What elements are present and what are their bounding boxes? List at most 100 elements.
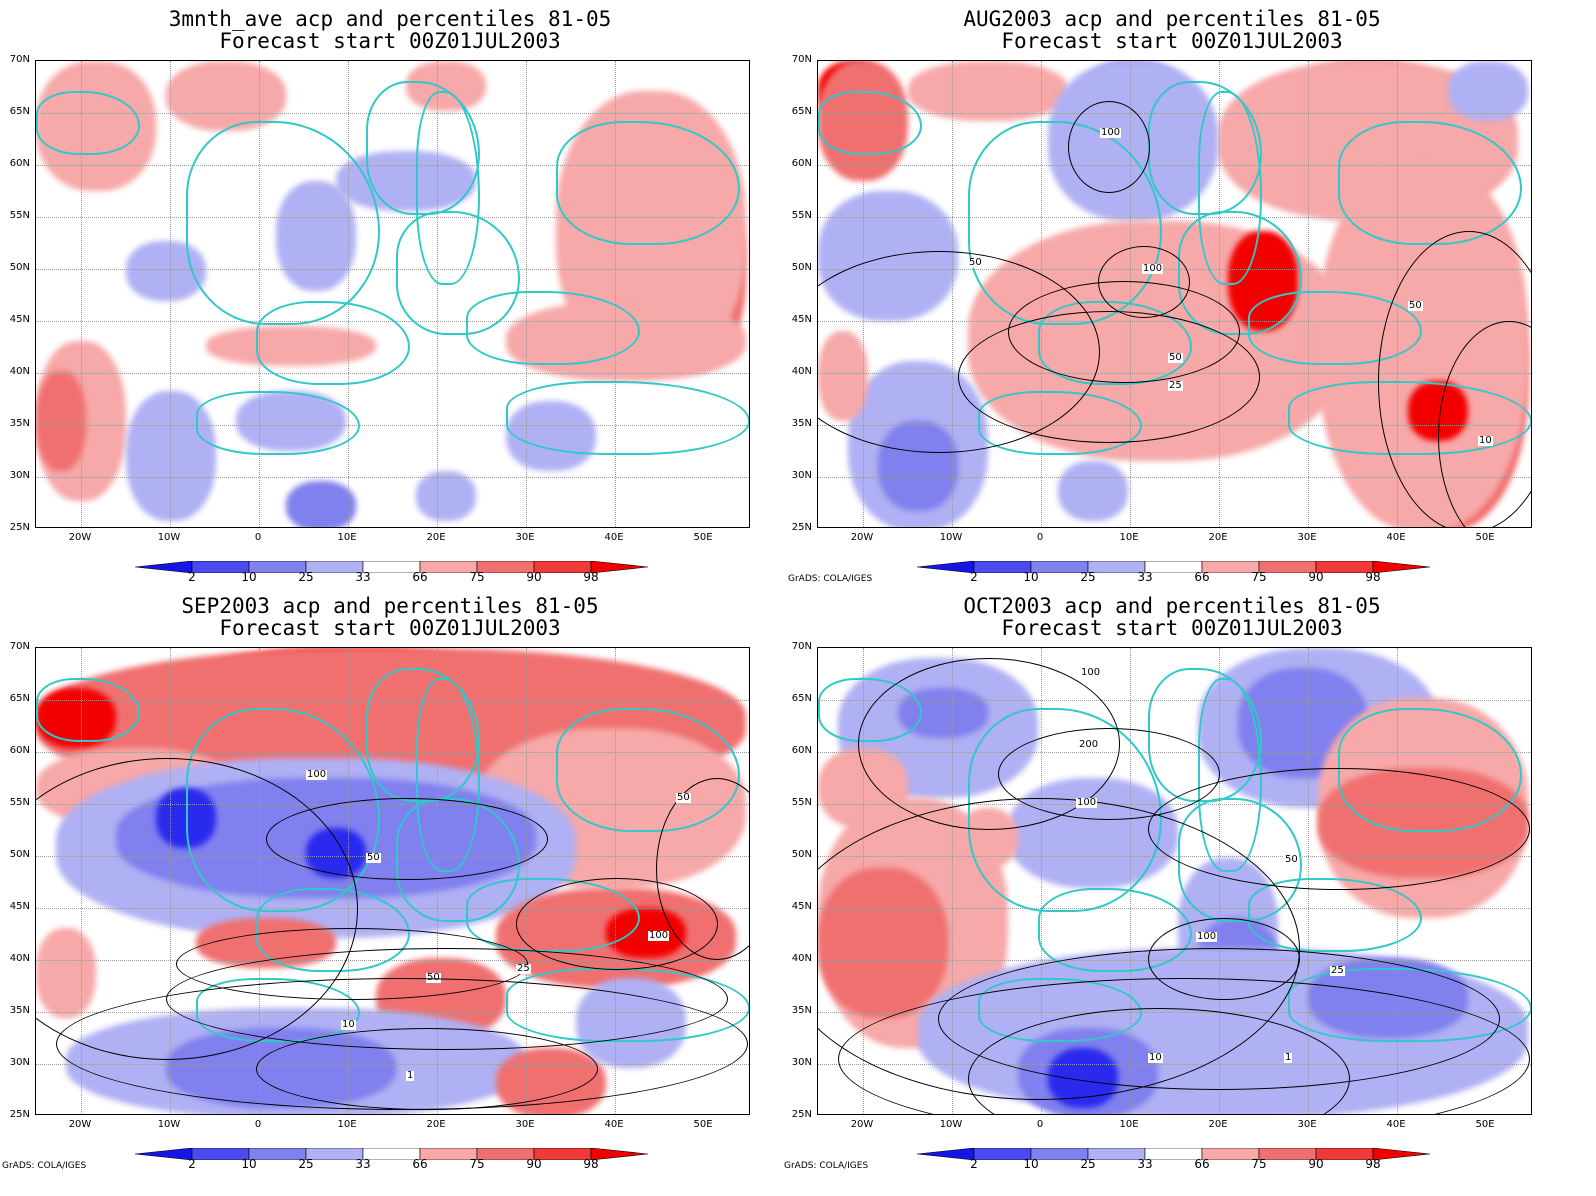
panel-title-line2: Forecast start 00Z01JUL2003: [1001, 616, 1343, 640]
colorbar-swatch: [590, 560, 649, 574]
colorbar: 2 10 25 33 66 75 90 98: [916, 1145, 1433, 1171]
isoline-label: 25: [1330, 965, 1345, 976]
coastline: [256, 301, 410, 385]
lat-label: 40N: [9, 366, 30, 377]
lat-label: 50N: [791, 849, 812, 860]
lon-label: 20W: [850, 532, 874, 543]
colorbar: 2 10 25 33 66 75 90 98: [916, 558, 1433, 584]
isoline-label: 1: [406, 1070, 415, 1081]
colorbar-label: 75: [469, 1157, 485, 1171]
colorbar-label: 33: [355, 1157, 371, 1171]
panel-title: SEP2003 acp and percentiles 81-05 Forecas…: [0, 595, 780, 639]
percentile-region: [1448, 61, 1528, 121]
lat-label: 55N: [9, 210, 30, 221]
lat-label: 55N: [791, 797, 812, 808]
isoline-label: 100: [1076, 797, 1098, 808]
colorbar-label: 98: [583, 1157, 599, 1171]
map-panel-3: SEP2003 acp and percentiles 81-05 Forecas…: [0, 587, 780, 1174]
lat-label: 25N: [791, 1109, 812, 1120]
lat-label: 25N: [9, 522, 30, 533]
grid-line-vertical: [81, 61, 82, 527]
colorbar-swatch: [1372, 1147, 1431, 1161]
lon-label: 50E: [693, 532, 713, 543]
colorbar-label: 10: [1023, 570, 1039, 584]
coastline: [818, 91, 922, 155]
panel-title-line1: OCT2003 acp and percentiles 81-05: [963, 594, 1381, 618]
colorbar-swatches: [134, 560, 649, 574]
colorbar-label: 33: [1137, 570, 1153, 584]
lat-label: 35N: [9, 1005, 30, 1016]
lat-label: 35N: [791, 418, 812, 429]
colorbar-label: 90: [1308, 570, 1324, 584]
percentile-region: [166, 61, 286, 131]
lat-label: 70N: [791, 54, 812, 65]
lon-label: 30E: [1297, 532, 1317, 543]
map-panel-2: AUG2003 acp and percentiles 81-05 Forecas…: [782, 0, 1562, 587]
map-panel-1: 3mnth_ave acp and percentiles 81-05 Forec…: [0, 0, 780, 587]
lat-label: 40N: [791, 366, 812, 377]
colorbar-label: 66: [412, 570, 428, 584]
lon-label: 10W: [157, 532, 181, 543]
lon-label: 40E: [1386, 1119, 1406, 1130]
lat-label: 65N: [9, 106, 30, 117]
percentile-region: [1058, 461, 1128, 521]
colorbar-label: 10: [241, 1157, 257, 1171]
percentile-region: [286, 481, 356, 527]
lon-label: 0: [1036, 1119, 1044, 1130]
lat-label: 65N: [9, 693, 30, 704]
grid-line-horizontal: [36, 425, 749, 426]
map-area: 100 50 100 50 25 10 1 50: [35, 647, 750, 1115]
isoline-label: 100: [1142, 263, 1164, 274]
lat-label: 30N: [791, 1057, 812, 1068]
colorbar-label: 25: [298, 1157, 314, 1171]
coastline: [556, 708, 740, 832]
lat-label: 60N: [9, 745, 30, 756]
panel-title-line1: AUG2003 acp and percentiles 81-05: [963, 7, 1381, 31]
colorbar-label: 90: [1308, 1157, 1324, 1171]
lat-label: 70N: [9, 641, 30, 652]
colorbar-label: 33: [355, 570, 371, 584]
lon-label: 30E: [1297, 1119, 1317, 1130]
coastline: [506, 381, 749, 455]
grid-line-horizontal: [818, 217, 1531, 218]
colorbar-label: 2: [188, 570, 196, 584]
isoline-label: 10: [341, 1019, 356, 1030]
lat-label: 70N: [9, 54, 30, 65]
lon-label: 10W: [157, 1119, 181, 1130]
coastline: [186, 121, 380, 325]
lon-label: 10E: [1119, 1119, 1139, 1130]
panel-title-line1: SEP2003 acp and percentiles 81-05: [181, 594, 599, 618]
grid-line-horizontal: [818, 477, 1531, 478]
colorbar-label: 66: [412, 1157, 428, 1171]
lat-label: 45N: [9, 901, 30, 912]
colorbar-label: 2: [970, 570, 978, 584]
lat-label: 25N: [9, 1109, 30, 1120]
lat-label: 30N: [9, 470, 30, 481]
lon-label: 10E: [337, 1119, 357, 1130]
percentile-region: [908, 61, 1068, 121]
isoline-label: 50: [968, 257, 983, 268]
colorbar-label: 66: [1194, 570, 1210, 584]
lat-label: 45N: [791, 901, 812, 912]
lat-label: 50N: [9, 262, 30, 273]
panel-title-line2: Forecast start 00Z01JUL2003: [1001, 29, 1343, 53]
lat-label: 55N: [791, 210, 812, 221]
colorbar-label: 25: [1080, 570, 1096, 584]
colorbar-label: 75: [1251, 1157, 1267, 1171]
lat-label: 65N: [791, 693, 812, 704]
colorbar: 2 10 25 33 66 75 90 98: [134, 1145, 651, 1171]
percentile-region: [36, 371, 86, 471]
colorbar-label: 90: [526, 1157, 542, 1171]
isoline: [1148, 768, 1530, 890]
grid-line-vertical: [170, 61, 171, 527]
lat-label: 70N: [791, 641, 812, 652]
lon-label: 20E: [1208, 532, 1228, 543]
lat-label: 30N: [791, 470, 812, 481]
isoline-label: 200: [1078, 739, 1100, 750]
isoline-label: 25: [516, 963, 531, 974]
lat-label: 35N: [791, 1005, 812, 1016]
grid-line-horizontal: [36, 373, 749, 374]
lat-label: 40N: [791, 953, 812, 964]
grads-credit: GrADS: COLA/IGES: [2, 1161, 87, 1171]
colorbar-label: 66: [1194, 1157, 1210, 1171]
